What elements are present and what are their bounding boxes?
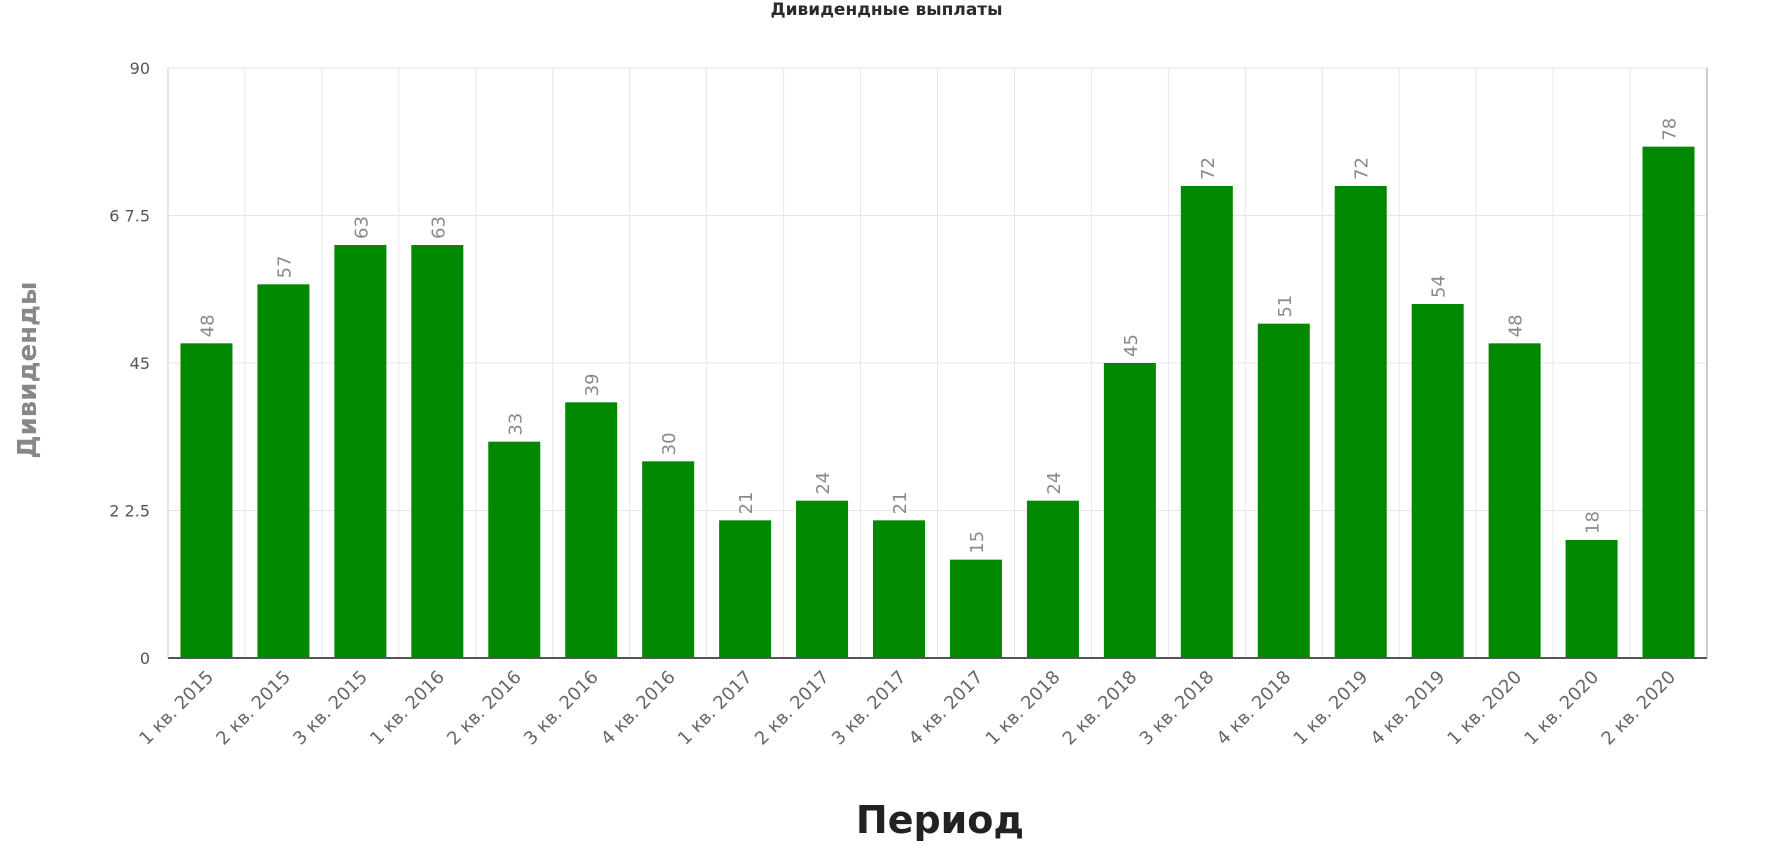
data-label: 39 xyxy=(582,373,603,396)
data-label: 48 xyxy=(1506,314,1527,337)
x-tick-label: 4 кв. 2018 xyxy=(1213,667,1296,750)
bars xyxy=(180,146,1695,658)
x-tick-label: 1 кв. 2015 xyxy=(135,667,218,750)
data-label: 57 xyxy=(274,255,295,278)
x-tick-label: 2 кв. 2017 xyxy=(751,667,834,750)
y-tick-label: 90 xyxy=(130,59,150,78)
data-label: 72 xyxy=(1352,157,1373,180)
axes xyxy=(167,68,1708,659)
data-label: 45 xyxy=(1121,334,1142,357)
bar xyxy=(1026,500,1079,658)
x-axis-label: Период xyxy=(856,798,1024,842)
data-label: 30 xyxy=(659,432,680,455)
data-label: 18 xyxy=(1583,511,1604,534)
x-tick-label: 3 кв. 2015 xyxy=(289,667,372,750)
bar xyxy=(180,343,233,658)
bar xyxy=(334,245,387,658)
x-tick-label: 2 кв. 2018 xyxy=(1059,667,1142,750)
bar xyxy=(565,402,618,658)
bar xyxy=(1180,186,1233,658)
bar xyxy=(488,441,541,658)
bar xyxy=(1334,186,1387,658)
data-label: 15 xyxy=(967,531,988,554)
data-label: 48 xyxy=(197,314,218,337)
bar xyxy=(1257,323,1310,658)
x-tick-label: 4 кв. 2019 xyxy=(1367,667,1450,750)
x-tick-label: 3 кв. 2016 xyxy=(520,667,603,750)
data-label: 63 xyxy=(351,216,372,239)
x-tick-label: 2 кв. 2016 xyxy=(443,667,526,750)
bar xyxy=(642,461,695,658)
chart-title: Дивидендные выплаты xyxy=(770,0,1003,20)
x-tick-label: 2 кв. 2020 xyxy=(1597,667,1680,750)
bar xyxy=(1488,343,1541,658)
x-tick-label: 3 кв. 2017 xyxy=(828,667,911,750)
bar xyxy=(411,245,464,658)
x-tick-label: 1 кв. 2020 xyxy=(1520,667,1603,750)
x-tick-label: 3 кв. 2018 xyxy=(1136,667,1219,750)
x-tick-label: 1 кв. 2016 xyxy=(366,667,449,750)
bar xyxy=(1565,540,1618,658)
data-label: 78 xyxy=(1660,118,1681,141)
data-label: 72 xyxy=(1198,157,1219,180)
x-tick-label: 1 кв. 2019 xyxy=(1290,667,1373,750)
data-label: 51 xyxy=(1275,295,1296,318)
bar xyxy=(257,284,310,658)
x-tick-label: 1 кв. 2018 xyxy=(982,667,1065,750)
y-axis-label: Дивиденды xyxy=(13,281,43,458)
x-tick-label: 2 кв. 2015 xyxy=(212,667,295,750)
bar xyxy=(719,520,772,658)
bar xyxy=(796,500,849,658)
y-tick-label: 2 2.5 xyxy=(109,502,150,521)
x-tick-label: 1 кв. 2020 xyxy=(1443,667,1526,750)
bar xyxy=(873,520,926,658)
bar xyxy=(949,559,1002,658)
y-tick-label: 45 xyxy=(130,354,150,373)
x-tick-label: 4 кв. 2017 xyxy=(905,667,988,750)
data-label: 63 xyxy=(428,216,449,239)
grid-lines xyxy=(167,67,1708,659)
data-label: 21 xyxy=(890,491,911,514)
data-label: 24 xyxy=(813,472,834,495)
y-tick-label: 0 xyxy=(140,649,150,668)
bar xyxy=(1642,146,1695,658)
y-tick-label: 6 7.5 xyxy=(109,207,150,226)
x-tick-label: 1 кв. 2017 xyxy=(674,667,757,750)
y-tick-labels: 0 2 2.5 45 6 7.5 90 xyxy=(109,59,150,668)
x-tick-label: 4 кв. 2016 xyxy=(597,667,680,750)
data-label: 33 xyxy=(505,413,526,436)
bar xyxy=(1411,304,1464,658)
data-labels: 48 57 63 63 33 39 30 21 24 21 15 24 45 72 51 72 54 48 18 78 xyxy=(197,118,1680,554)
data-label: 54 xyxy=(1429,275,1450,298)
bar xyxy=(1103,363,1156,658)
data-label: 24 xyxy=(1044,472,1065,495)
data-label: 21 xyxy=(736,491,757,514)
